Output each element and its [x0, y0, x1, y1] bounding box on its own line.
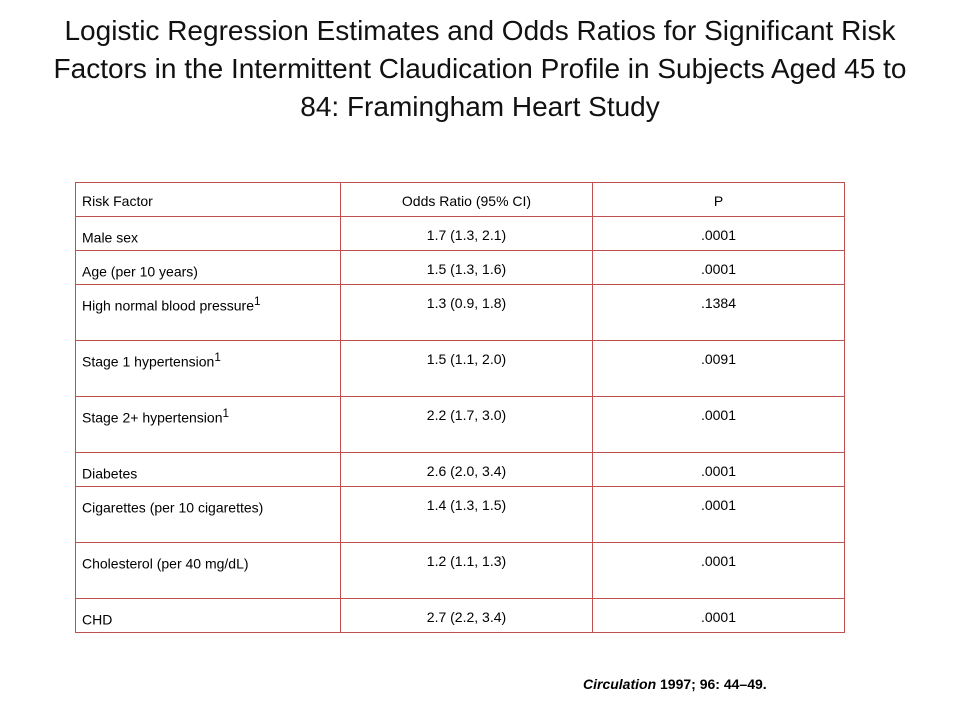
- odds-ratio-cell: 1.5 (1.1, 2.0): [340, 340, 593, 397]
- footnote-marker: 1: [222, 407, 229, 420]
- table-row: Male sex 1.7 (1.3, 2.1) .0001: [75, 216, 845, 251]
- risk-factor-cell: Cigarettes (per 10 cigarettes): [75, 486, 341, 543]
- odds-ratio-cell: 1.7 (1.3, 2.1): [340, 216, 593, 251]
- p-value-cell: .0001: [592, 250, 845, 285]
- p-value-cell: .0001: [592, 452, 845, 487]
- p-value-cell: .0001: [592, 486, 845, 543]
- table-header-row: Risk Factor Odds Ratio (95% CI) P: [75, 182, 845, 217]
- header-risk-factor: Risk Factor: [75, 182, 341, 217]
- risk-factor-cell: Stage 1 hypertension1: [75, 340, 341, 397]
- table-row: Cigarettes (per 10 cigarettes) 1.4 (1.3,…: [75, 486, 845, 543]
- odds-ratio-cell: 1.2 (1.1, 1.3): [340, 542, 593, 599]
- table-row: CHD 2.7 (2.2, 3.4) .0001: [75, 598, 845, 633]
- p-value-cell: .0001: [592, 396, 845, 453]
- risk-factor-cell: CHD: [75, 598, 341, 633]
- table-row: Age (per 10 years) 1.5 (1.3, 1.6) .0001: [75, 250, 845, 285]
- risk-factor-cell: High normal blood pressure1: [75, 284, 341, 341]
- risk-factor-cell: Stage 2+ hypertension1: [75, 396, 341, 453]
- p-value-cell: .0001: [592, 598, 845, 633]
- citation-journal: Circulation: [583, 676, 657, 692]
- table-row: Stage 2+ hypertension1 2.2 (1.7, 3.0) .0…: [75, 396, 845, 453]
- odds-ratio-cell: 2.2 (1.7, 3.0): [340, 396, 593, 453]
- footnote-marker: 1: [214, 351, 221, 364]
- table-row: Cholesterol (per 40 mg/dL) 1.2 (1.1, 1.3…: [75, 542, 845, 599]
- header-odds-ratio: Odds Ratio (95% CI): [340, 182, 593, 217]
- odds-ratio-cell: 2.6 (2.0, 3.4): [340, 452, 593, 487]
- p-value-cell: .1384: [592, 284, 845, 341]
- header-p-value: P: [592, 182, 845, 217]
- slide-title: Logistic Regression Estimates and Odds R…: [53, 15, 907, 122]
- citation: Circulation 1997; 96: 44–49.: [583, 676, 767, 692]
- risk-factor-cell: Male sex: [75, 216, 341, 251]
- citation-details: 1997; 96: 44–49.: [656, 676, 767, 692]
- odds-ratio-cell: 1.3 (0.9, 1.8): [340, 284, 593, 341]
- odds-ratio-cell: 1.4 (1.3, 1.5): [340, 486, 593, 543]
- odds-ratio-cell: 2.7 (2.2, 3.4): [340, 598, 593, 633]
- table-row: Stage 1 hypertension1 1.5 (1.1, 2.0) .00…: [75, 340, 845, 397]
- p-value-cell: .0091: [592, 340, 845, 397]
- risk-factor-cell: Diabetes: [75, 452, 341, 487]
- footnote-marker: 1: [253, 295, 261, 308]
- p-value-cell: .0001: [592, 542, 845, 599]
- risk-factor-table: Risk Factor Odds Ratio (95% CI) P Male s…: [75, 182, 845, 633]
- table-row: High normal blood pressure1 1.3 (0.9, 1.…: [75, 284, 845, 341]
- odds-ratio-cell: 1.5 (1.3, 1.6): [340, 250, 593, 285]
- risk-factor-cell: Age (per 10 years): [75, 250, 341, 285]
- risk-factor-cell: Cholesterol (per 40 mg/dL): [75, 542, 341, 599]
- p-value-cell: .0001: [592, 216, 845, 251]
- table-row: Diabetes 2.6 (2.0, 3.4) .0001: [75, 452, 845, 487]
